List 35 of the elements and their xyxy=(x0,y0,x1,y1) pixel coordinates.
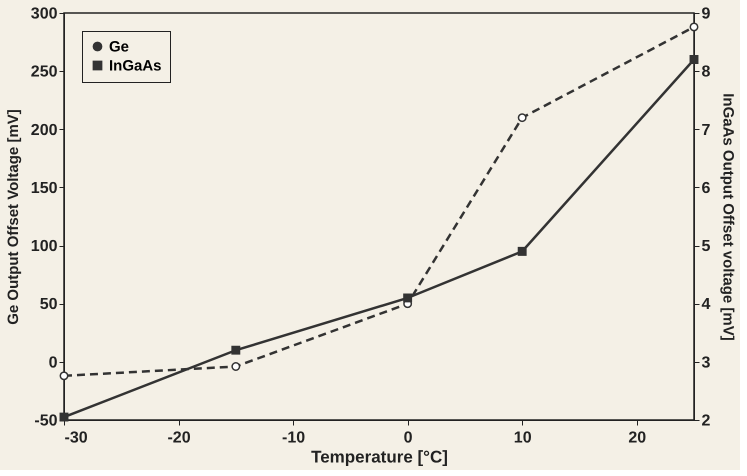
y-axis-title: Ge Output Offset Voltage [mV] xyxy=(4,109,22,325)
y2-tick-label: 6 xyxy=(702,180,710,197)
y2-tick-label: 3 xyxy=(702,354,710,372)
point xyxy=(60,371,68,380)
legend-label: InGaAs xyxy=(109,58,162,74)
y2-tick-label: 7 xyxy=(702,122,710,139)
point xyxy=(231,362,240,371)
y-tick-label: 100 xyxy=(30,238,58,256)
y2-tick-label: 8 xyxy=(702,64,710,81)
x-tick-label: 10 xyxy=(514,430,532,446)
x-tick-label: 0 xyxy=(404,430,413,446)
y-tick-label: 150 xyxy=(30,180,58,197)
y2-tick-label: 5 xyxy=(702,238,710,256)
y-tick-label: 0 xyxy=(48,354,58,372)
x-axis-title: Temperature [°C] xyxy=(311,448,448,466)
y2-axis-title: InGaAs Output Offset voltage [mV] xyxy=(719,93,736,341)
y2-tick-label: 4 xyxy=(702,296,710,314)
point xyxy=(690,55,698,64)
legend-label: Ge xyxy=(109,38,130,56)
y2-tick-label: 2 xyxy=(702,412,710,430)
point xyxy=(518,246,527,256)
point xyxy=(690,22,698,32)
point xyxy=(403,293,412,302)
point xyxy=(518,113,527,122)
point xyxy=(231,346,240,355)
y-tick-label: -50 xyxy=(34,412,58,430)
y-tick-label: 250 xyxy=(30,64,58,81)
y2-tick-label: 9 xyxy=(702,6,710,22)
x-tick-label: -20 xyxy=(167,430,191,446)
y-tick-label: 200 xyxy=(30,122,58,139)
y-tick-label: 300 xyxy=(30,6,58,22)
x-tick-label: -10 xyxy=(282,430,306,446)
y-tick-label: 50 xyxy=(40,296,58,314)
x-tick-label: -30 xyxy=(64,430,88,446)
x-tick-label: 20 xyxy=(628,430,646,446)
